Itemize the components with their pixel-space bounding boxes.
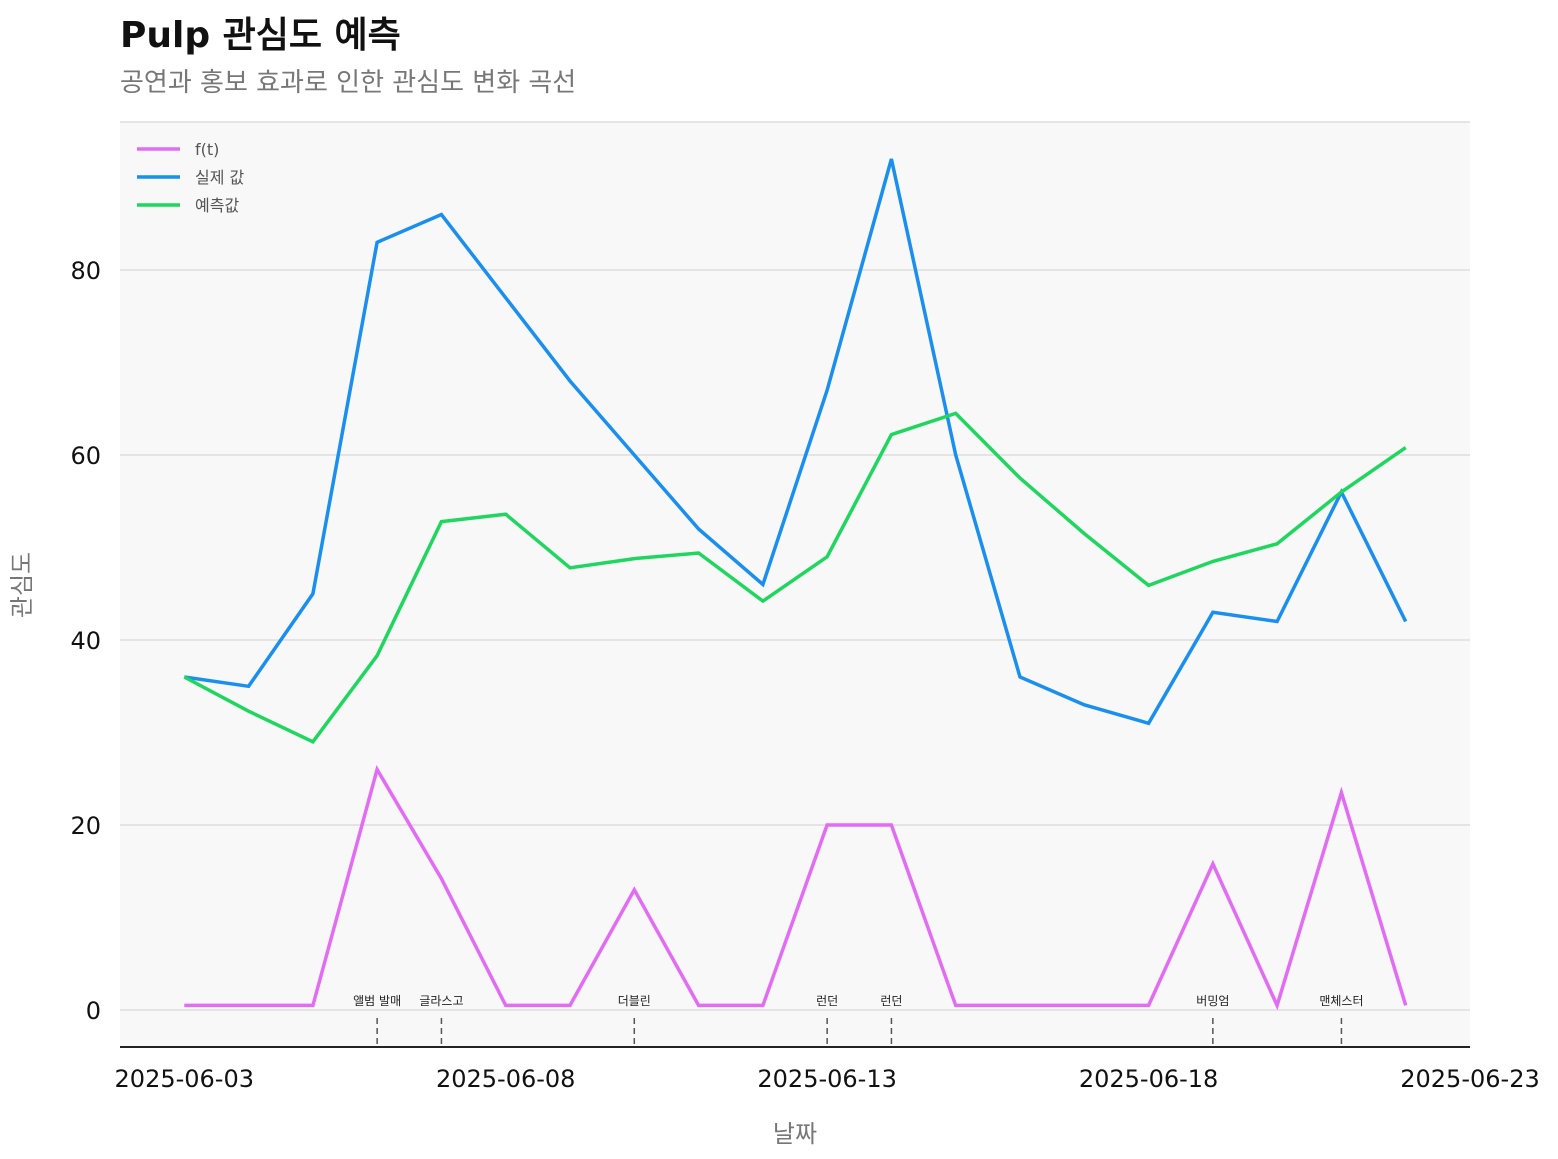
event-label: 버밍엄 — [1196, 994, 1229, 1008]
series-line-2 — [184, 158, 1408, 726]
legend-label-2: 실제 값 — [195, 168, 245, 187]
event-label: 맨체스터 — [1319, 994, 1363, 1008]
chart-title: Pulp 관심도 예측 — [120, 15, 401, 56]
event-label: 런던 — [816, 994, 838, 1008]
legend-label-3: 예측값 — [195, 196, 239, 215]
y-tick-label: 0 — [86, 997, 101, 1025]
x-axis-label: 날짜 — [773, 1120, 817, 1148]
y-tick-label: 40 — [70, 627, 101, 655]
event-label: 더블린 — [618, 994, 651, 1008]
series-line-3 — [183, 411, 1407, 744]
series-line-1 — [184, 765, 1408, 1011]
x-tick-label: 2025-06-13 — [757, 1065, 896, 1093]
y-axis-label: 관심도 — [8, 552, 36, 618]
y-tick-label: 60 — [70, 442, 101, 470]
y-tick-label: 20 — [70, 812, 101, 840]
y-tick-label: 80 — [70, 257, 101, 285]
x-tick-label: 2025-06-08 — [436, 1065, 575, 1093]
x-tick-label: 2025-06-03 — [115, 1065, 254, 1093]
chart-subtitle: 공연과 홍보 효과로 인한 관심도 변화 곡선 — [120, 68, 577, 98]
x-tick-label: 2025-06-23 — [1400, 1065, 1539, 1093]
event-label: 앨범 발매 — [353, 994, 401, 1008]
x-tick-label: 2025-06-18 — [1079, 1065, 1218, 1093]
event-label: 글라스고 — [419, 994, 463, 1008]
plot-area — [120, 122, 1470, 1047]
event-label: 런던 — [880, 994, 902, 1008]
legend-label-1: f(t) — [195, 140, 219, 159]
